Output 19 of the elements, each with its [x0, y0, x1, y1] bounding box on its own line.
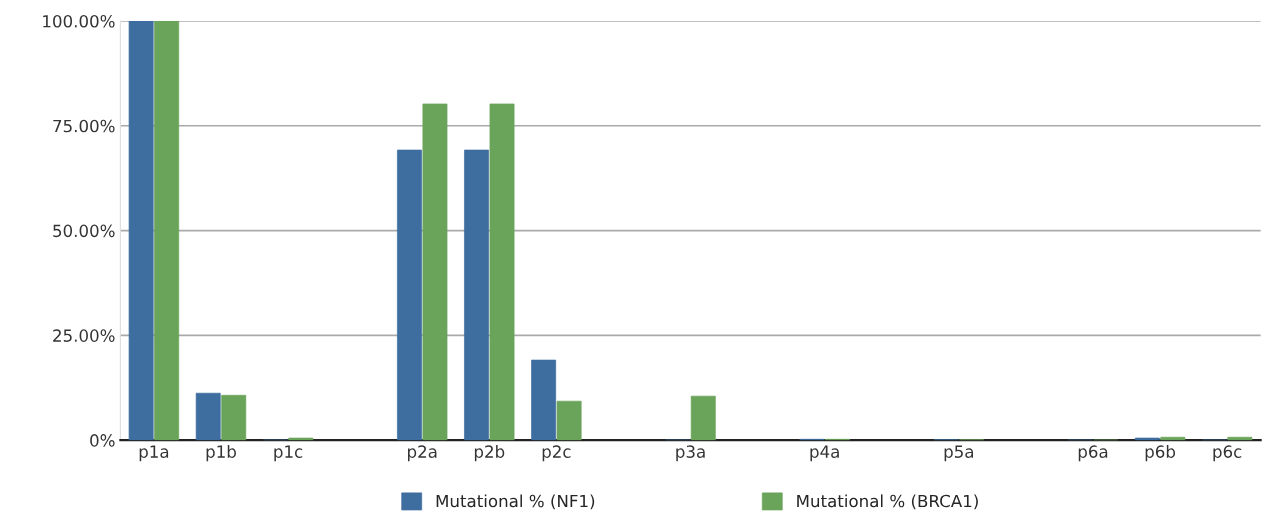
x-tick-label: p2b: [474, 445, 505, 462]
x-tick-label: p1c: [274, 445, 303, 462]
x-tick-label: p6a: [1078, 445, 1108, 462]
x-tick-label: p6c: [1213, 445, 1242, 462]
x-tick-label: p1a: [139, 445, 169, 462]
y-tick-label: 75.00%: [53, 119, 115, 133]
x-tick-label: p1b: [206, 445, 236, 462]
y-tick-label: 0%: [90, 434, 115, 447]
y-tick-label: 100.00%: [43, 14, 115, 28]
x-tick-label: p4a: [810, 445, 839, 462]
x-tick-label: p2a: [408, 445, 437, 462]
y-tick-label: 50.00%: [53, 224, 115, 238]
x-tick-label: p3a: [676, 445, 705, 462]
x-tick-label: p6b: [1145, 445, 1176, 462]
x-tick-label: p5a: [944, 445, 974, 462]
legend-label: Mutational % (NF1): [436, 494, 595, 510]
x-tick-label: p2c: [542, 445, 571, 462]
y-tick-label: 25.00%: [53, 329, 115, 342]
legend-label: Mutational % (BRCA1): [797, 494, 978, 510]
